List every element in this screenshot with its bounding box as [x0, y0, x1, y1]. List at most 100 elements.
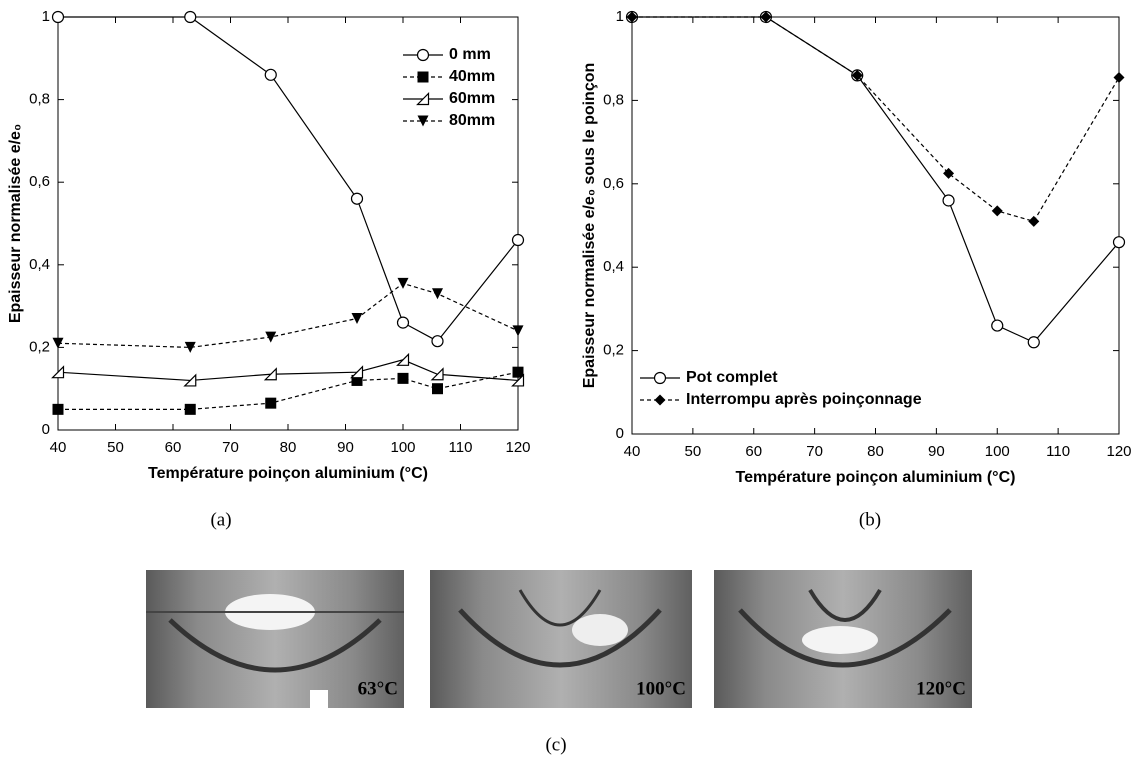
y-tick-label: 0,8 — [603, 91, 624, 108]
photo-label: 120°C — [916, 678, 966, 699]
y-tick-label: 0,6 — [603, 175, 624, 192]
legend-label: 40mm — [449, 68, 495, 85]
marker — [431, 335, 444, 348]
x-tick-label: 80 — [280, 439, 297, 456]
y-tick-label: 0,8 — [29, 91, 50, 108]
photo: 100°C — [430, 570, 692, 708]
legend-label: Interrompu après poinçonnage — [686, 391, 922, 408]
marker — [432, 383, 443, 395]
caption: (a) — [210, 509, 231, 530]
marker — [416, 92, 430, 106]
x-tick-label: 70 — [806, 443, 823, 460]
marker — [1113, 71, 1125, 83]
marker — [626, 11, 638, 23]
marker — [396, 352, 410, 366]
series-line — [632, 16, 1120, 343]
series-line — [57, 282, 519, 349]
marker — [184, 403, 196, 415]
marker — [1027, 336, 1040, 349]
legend-label: 0 mm — [449, 46, 491, 63]
marker — [52, 337, 64, 349]
marker — [396, 316, 410, 329]
x-tick-label: 120 — [1106, 443, 1131, 460]
marker — [991, 205, 1003, 217]
y-tick-label: 0,6 — [29, 173, 50, 190]
photo-label: 100°C — [636, 678, 686, 699]
x-tick-label: 120 — [505, 439, 530, 456]
x-tick-label: 90 — [337, 439, 354, 456]
x-tick-label: 60 — [165, 439, 182, 456]
marker — [417, 71, 429, 83]
x-tick-label: 50 — [107, 439, 124, 456]
marker — [942, 194, 955, 207]
x-tick-label: 40 — [624, 443, 641, 460]
series-line — [58, 371, 519, 410]
marker — [350, 192, 364, 205]
marker — [991, 319, 1004, 332]
marker — [851, 69, 863, 81]
x-axis-title: Température poinçon aluminium (°C) — [736, 469, 1016, 486]
series-line — [58, 16, 519, 342]
photo: 120°C — [714, 570, 972, 708]
y-tick-label: 0,2 — [29, 338, 50, 355]
x-tick-label: 100 — [985, 443, 1010, 460]
x-tick-label: 110 — [1046, 443, 1070, 460]
legend-label: 80mm — [449, 112, 495, 129]
x-tick-label: 100 — [390, 439, 415, 456]
marker — [397, 277, 409, 289]
marker — [511, 373, 525, 387]
caption: (b) — [859, 509, 881, 530]
marker — [432, 288, 443, 300]
marker — [511, 233, 525, 247]
x-axis-title: Température poinçon aluminium (°C) — [148, 465, 428, 482]
x-tick-label: 80 — [867, 443, 884, 460]
marker — [184, 341, 196, 353]
marker — [653, 371, 667, 385]
marker — [416, 48, 430, 62]
y-tick-label: 0,4 — [29, 256, 50, 273]
caption: (c) — [545, 734, 566, 755]
marker — [417, 115, 429, 127]
x-tick-label: 50 — [685, 443, 702, 460]
marker — [184, 10, 197, 24]
marker — [654, 394, 666, 406]
series-line — [57, 359, 519, 382]
y-tick-label: 0 — [42, 421, 50, 438]
marker — [351, 312, 363, 324]
marker — [1028, 215, 1040, 227]
marker — [265, 397, 277, 409]
x-tick-label: 70 — [222, 439, 239, 456]
y-tick-label: 0 — [616, 425, 624, 442]
legend-label: Pot complet — [686, 369, 778, 386]
marker — [263, 367, 277, 381]
marker — [512, 366, 524, 378]
marker — [264, 68, 277, 81]
x-tick-label: 90 — [928, 443, 945, 460]
photo-label: 63°C — [358, 678, 398, 699]
legend-label: 60mm — [449, 90, 495, 107]
photo: 63°C — [146, 570, 404, 708]
marker — [51, 10, 65, 24]
marker — [430, 367, 444, 381]
marker — [1112, 236, 1126, 249]
marker — [760, 11, 772, 23]
x-tick-label: 110 — [449, 439, 473, 456]
series-line — [632, 16, 1120, 223]
x-tick-label: 60 — [745, 443, 762, 460]
x-tick-label: 40 — [50, 439, 67, 456]
marker — [512, 325, 524, 337]
marker — [52, 403, 64, 415]
marker — [265, 331, 277, 343]
y-tick-label: 1 — [42, 8, 50, 25]
marker — [351, 374, 363, 386]
marker — [183, 373, 197, 387]
y-tick-label: 0,2 — [603, 342, 624, 359]
marker — [943, 167, 955, 179]
marker — [350, 365, 364, 379]
y-tick-label: 1 — [616, 8, 624, 25]
y-axis-title: Epaisseur normalisée e/e₀ sous le poinço… — [581, 63, 598, 389]
marker — [397, 372, 409, 384]
y-axis-title: Epaisseur normalisée e/e₀ — [7, 124, 24, 323]
y-tick-label: 0,4 — [603, 258, 624, 275]
